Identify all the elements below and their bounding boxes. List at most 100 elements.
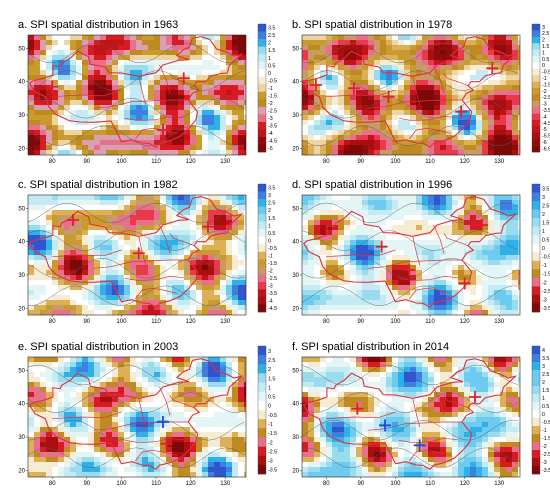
spi-cell (368, 250, 375, 256)
colorbar-swatch (258, 54, 266, 62)
spi-cell (302, 35, 309, 41)
spi-cell (368, 300, 375, 306)
spi-cell (184, 372, 191, 378)
spi-cell (100, 280, 107, 286)
spi-cell (404, 105, 411, 111)
spi-cell (76, 60, 83, 66)
spi-cell (136, 70, 143, 76)
spi-cell (148, 432, 155, 438)
spi-cell (220, 135, 227, 141)
spi-cell (392, 150, 399, 155)
spi-cell (208, 285, 215, 291)
spi-cell (214, 225, 221, 231)
spi-cell (446, 55, 453, 61)
spi-cell (512, 270, 519, 276)
colorbar-label: -1 (268, 86, 273, 92)
spi-cell (398, 140, 405, 146)
spi-cell (350, 300, 357, 306)
spi-cell (356, 95, 363, 101)
spi-cell (214, 220, 221, 226)
spi-cell (46, 447, 53, 453)
spi-cell (350, 115, 357, 121)
colorbar-swatch (532, 139, 540, 146)
spi-cell (464, 240, 471, 246)
spi-cell (410, 95, 417, 101)
spi-cell (410, 377, 417, 383)
spi-cell (160, 290, 167, 296)
colorbar-label: 2 (268, 367, 271, 373)
spi-cell (118, 367, 125, 373)
spi-cell (28, 65, 35, 71)
spi-cell (130, 140, 137, 146)
spi-cell (440, 240, 447, 246)
spi-cell (416, 105, 423, 111)
spi-cell (452, 145, 459, 151)
colorbar-label: 2.5 (542, 203, 549, 209)
spi-cell (356, 60, 363, 66)
spi-cell (238, 407, 245, 413)
spi-cell (58, 245, 65, 251)
spi-cell (88, 372, 95, 378)
spi-cell (428, 310, 435, 315)
spi-cell (94, 362, 101, 368)
spi-cell (208, 205, 215, 211)
spi-cell (440, 85, 447, 91)
colorbar-label: -3 (268, 284, 273, 290)
colorbar-label: 0.5 (268, 231, 275, 237)
spi-cell (482, 245, 489, 251)
spi-cell (112, 45, 119, 51)
spi-cell (398, 295, 405, 301)
spi-cell (58, 110, 65, 116)
spi-cell (452, 45, 459, 51)
spi-cell (404, 250, 411, 256)
spi-cell (106, 417, 113, 423)
spi-cell (398, 367, 405, 373)
spi-cell (202, 407, 209, 413)
spi-cell (34, 402, 41, 408)
spi-cell (82, 105, 89, 111)
spi-cell (52, 427, 59, 433)
spi-cell (166, 362, 173, 368)
spi-cell (226, 447, 233, 453)
spi-cell (64, 357, 71, 363)
spi-cell (398, 205, 405, 211)
spi-cell (458, 135, 465, 141)
spi-cell (58, 40, 65, 46)
colorbar-swatch (258, 428, 266, 438)
spi-cell (142, 472, 149, 477)
colorbar: 32.521.510.50-0.5-1-1.5-2-2.5-3-3.5-4-4.… (531, 23, 550, 152)
spi-cell (434, 60, 441, 66)
spi-cell (178, 70, 185, 76)
spi-cell (52, 362, 59, 368)
spi-cell (94, 432, 101, 438)
spi-cell (58, 452, 65, 458)
spi-cell (368, 362, 375, 368)
spi-cell (160, 457, 167, 463)
spi-cell (476, 210, 483, 216)
spi-cell (94, 235, 101, 241)
spi-cell (28, 422, 35, 428)
spi-cell (34, 265, 41, 271)
spi-cell (506, 220, 513, 226)
spi-cell (154, 402, 161, 408)
spi-cell (166, 412, 173, 418)
spi-cell (446, 135, 453, 141)
spi-cell (148, 402, 155, 408)
spi-cell (308, 200, 315, 206)
spi-cell (100, 285, 107, 291)
spi-cell (100, 250, 107, 256)
spi-cell (154, 412, 161, 418)
spi-cell (398, 357, 405, 363)
spi-cell (52, 457, 59, 463)
spi-cell (40, 110, 47, 116)
spi-cell (184, 447, 191, 453)
spi-cell (404, 275, 411, 281)
spi-cell (178, 397, 185, 403)
spi-cell (64, 95, 71, 101)
spi-cell (106, 210, 113, 216)
spi-cell (404, 367, 411, 373)
spi-cell (58, 310, 65, 315)
spi-cell (82, 130, 89, 136)
spi-cell (488, 90, 495, 96)
colorbar-label: -2.5 (268, 108, 277, 114)
